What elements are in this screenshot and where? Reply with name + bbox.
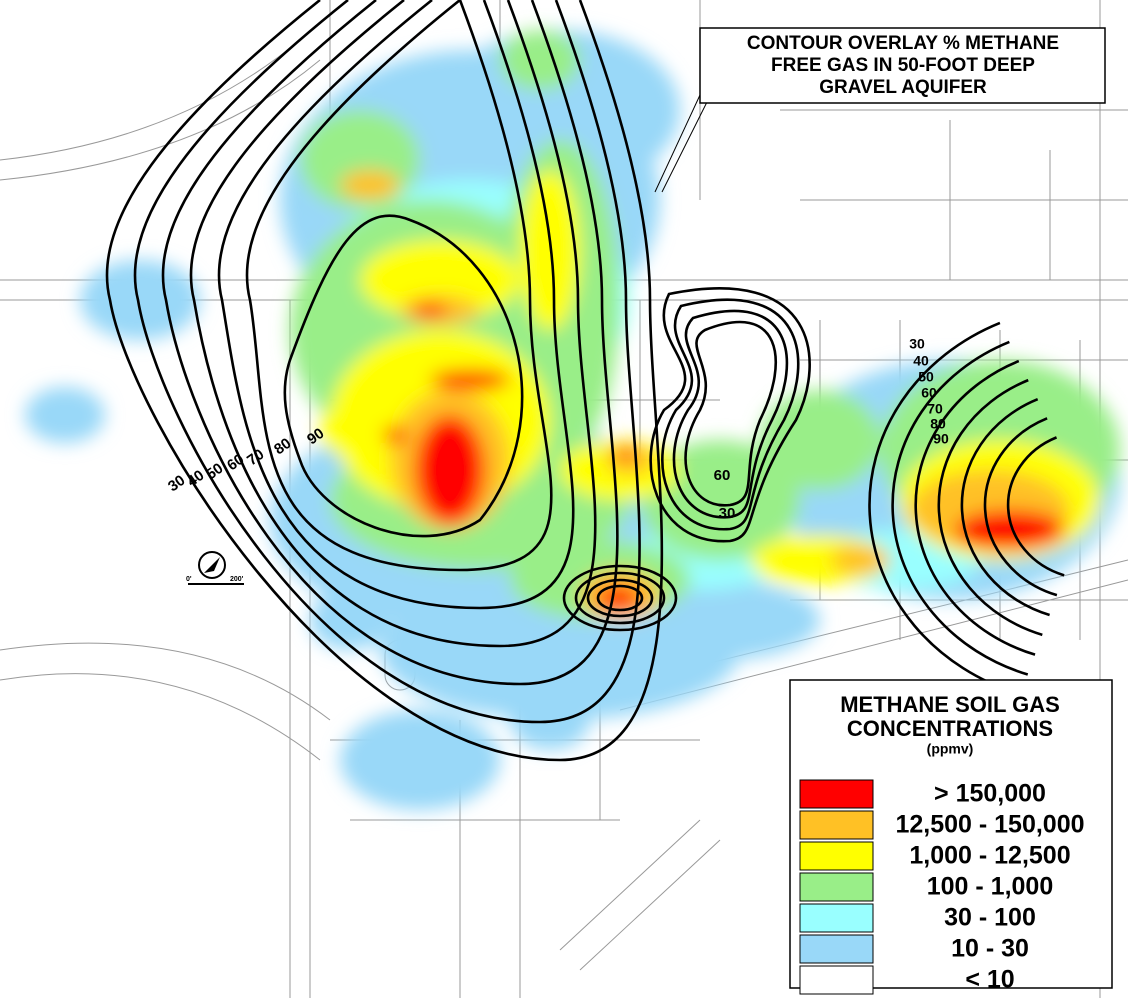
contour-line (672, 309, 789, 519)
contour-line (596, 584, 644, 612)
contour-label: 60 (921, 385, 937, 401)
contour-line (684, 320, 778, 507)
contour-line (105, 0, 664, 762)
gas-zone (340, 170, 400, 200)
contour-line (283, 214, 524, 538)
scale-label: 200' (230, 576, 244, 583)
gas-zone (430, 370, 510, 390)
legend-label: < 10 (965, 966, 1014, 994)
gas-zone (760, 390, 880, 490)
gas-zone (596, 586, 640, 610)
legend-unit: (ppmv) (927, 741, 974, 757)
legend-swatch (799, 965, 874, 995)
contour-label: 90 (304, 425, 327, 448)
gas-zone (440, 30, 680, 190)
gas-zone (383, 427, 407, 443)
legend-label: 12,500 - 150,000 (895, 811, 1084, 839)
legend-label: > 150,000 (934, 780, 1046, 808)
contour-label: 60 (714, 467, 731, 484)
contour-line (914, 359, 1036, 656)
contour-label: 70 (244, 446, 267, 469)
contour-line (586, 578, 654, 618)
gas-zone (955, 510, 1065, 550)
contour-label: 60 (224, 451, 247, 474)
contour-line (562, 564, 678, 632)
contour-line (189, 0, 597, 648)
legend-title: CONCENTRATIONS (847, 716, 1053, 741)
contour-label: 40 (913, 353, 929, 369)
legend-label: 10 - 30 (951, 935, 1029, 963)
contour-label: 30 (165, 472, 188, 495)
contours (105, 0, 1065, 762)
legend-label: 30 - 100 (944, 904, 1036, 932)
contour-line (161, 0, 619, 686)
contour-label: 70 (927, 401, 943, 417)
contour-label: 80 (930, 416, 946, 432)
contour-line (245, 0, 553, 572)
contour-label: 80 (271, 435, 294, 458)
contour-line (983, 417, 1058, 597)
gas-zone (25, 387, 105, 443)
gas-zone (80, 260, 200, 340)
gas-zone (320, 400, 400, 460)
legend: METHANE SOIL GAS CONCENTRATIONS (ppmv) >… (789, 679, 1113, 995)
contour-line (891, 340, 1029, 676)
gas-zone (613, 447, 637, 459)
contour-label: 50 (203, 460, 226, 483)
contour-line (133, 0, 641, 724)
contour-label: 90 (933, 431, 949, 447)
title-line: GRAVEL AQUIFER (819, 77, 987, 98)
gas-zone (500, 30, 580, 90)
title-line: CONTOUR OVERLAY % METHANE (747, 33, 1059, 54)
contour-line (661, 298, 800, 531)
contour-label: 30 (909, 336, 925, 352)
contour-line (574, 571, 666, 625)
contour-line (649, 287, 811, 543)
gas-zone (510, 690, 590, 750)
legend-swatch (799, 934, 874, 964)
legend-swatch (799, 779, 874, 809)
contour-line (937, 378, 1043, 637)
gas-zone (412, 303, 448, 317)
contour-label: 30 (719, 505, 736, 522)
contour-line (868, 321, 1021, 696)
legend-title: METHANE SOIL GAS (840, 692, 1060, 717)
contour-label: 50 (918, 369, 934, 385)
contour-line (1006, 436, 1065, 577)
legend-swatch (799, 872, 874, 902)
legend-label: 100 - 1,000 (927, 873, 1054, 901)
title-box: CONTOUR OVERLAY % METHANE FREE GAS IN 50… (654, 27, 1106, 193)
gas-zone (310, 590, 390, 650)
scale-label: 0' (186, 576, 192, 583)
north-arrow (188, 551, 244, 585)
title-line: FREE GAS IN 50-FOOT DEEP (771, 55, 1035, 76)
legend-swatch (799, 841, 874, 871)
gas-zone (360, 240, 520, 320)
contour-line (960, 398, 1050, 617)
legend-swatch (799, 810, 874, 840)
legend-label: 1,000 - 12,500 (909, 842, 1070, 870)
gas-zone (340, 710, 500, 810)
legend-swatch (799, 903, 874, 933)
contour-label: 40 (184, 467, 207, 490)
gas-zone (415, 415, 485, 525)
contour-line (217, 0, 575, 610)
